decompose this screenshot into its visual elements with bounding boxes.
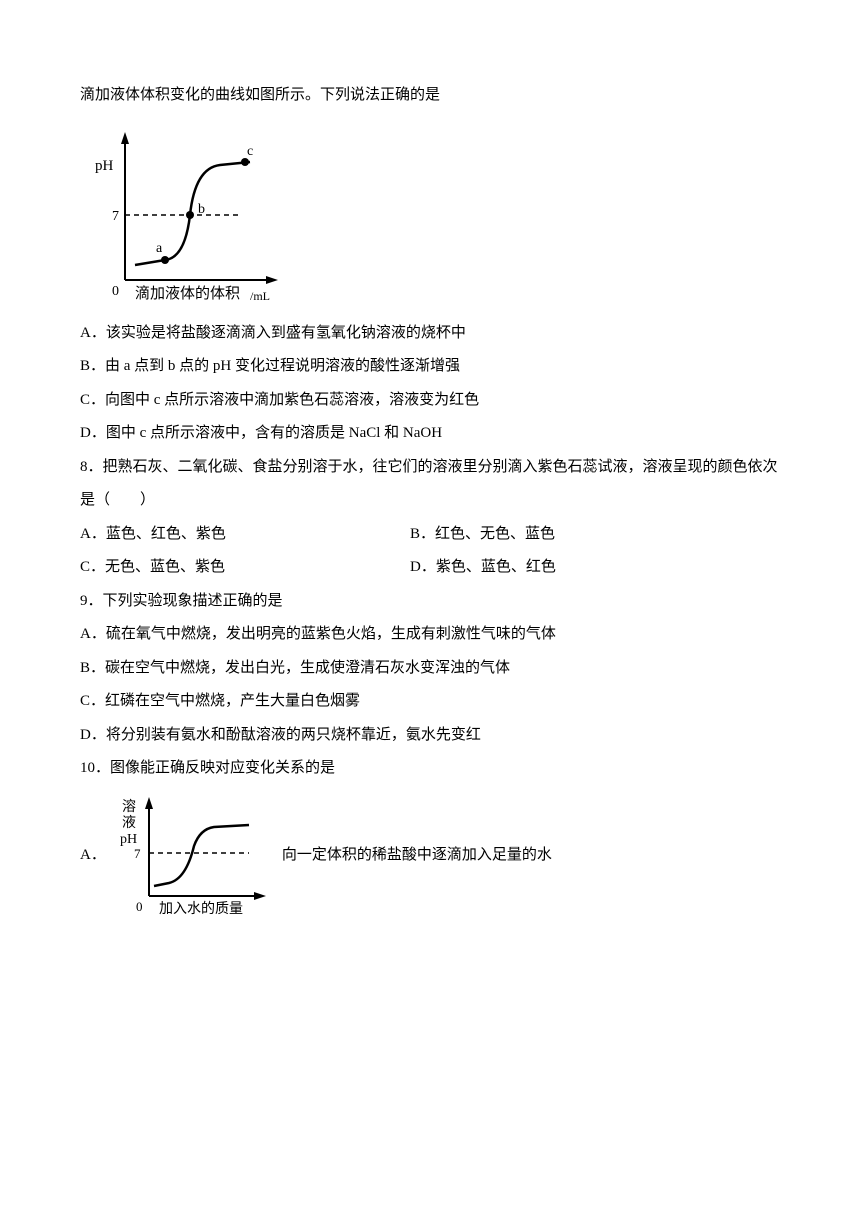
- q9-stem: 9．下列实验现象描述正确的是: [80, 586, 780, 618]
- q7-option-b: B．由 a 点到 b 点的 pH 变化过程说明溶液的酸性逐渐增强: [80, 351, 780, 383]
- q10-stem: 10．图像能正确反映对应变化关系的是: [80, 753, 780, 785]
- g2-ylabel-1: 溶: [122, 799, 136, 815]
- origin-label: 0: [112, 284, 119, 299]
- q7-option-c: C．向图中 c 点所示溶液中滴加紫色石蕊溶液，溶液变为红色: [80, 385, 780, 417]
- g2-origin: 0: [136, 899, 143, 914]
- q9-option-c: C．红磷在空气中燃烧，产生大量白色烟雾: [80, 686, 780, 718]
- q8-stem-1: 8．把熟石灰、二氧化碳、食盐分别溶于水，往它们的溶液里分别滴入紫色石蕊试液，溶液…: [80, 452, 780, 484]
- q7-option-d: D．图中 c 点所示溶液中，含有的溶质是 NaCl 和 NaOH: [80, 418, 780, 450]
- g2-ytick-7: 7: [134, 846, 141, 861]
- q8-option-a: A．蓝色、红色、紫色: [80, 519, 410, 551]
- q9-option-a: A．硫在氧气中燃烧，发出明亮的蓝紫色火焰，生成有刺激性气味的气体: [80, 619, 780, 651]
- q9-option-b: B．碳在空气中燃烧，发出白光，生成使澄清石灰水变浑浊的气体: [80, 653, 780, 685]
- q7-option-a: A．该实验是将盐酸逐滴滴入到盛有氢氧化钠溶液的烧杯中: [80, 318, 780, 350]
- q10-option-a-text: 向一定体积的稀盐酸中逐滴加入足量的水: [282, 840, 552, 872]
- q9-option-d: D．将分别装有氨水和酚酞溶液的两只烧杯靠近，氨水先变红: [80, 720, 780, 752]
- y-axis-label: pH: [95, 158, 114, 174]
- graph-ph-titration: pH 7 a b c 0 滴加液体的体积 /mL: [90, 120, 780, 310]
- q8-stem-2: 是（ ）: [80, 485, 780, 517]
- q10-option-a-prefix: A．: [80, 840, 106, 872]
- x-axis-label: 滴加液体的体积: [135, 284, 240, 302]
- q8-option-c: C．无色、蓝色、紫色: [80, 552, 410, 584]
- point-c: c: [247, 144, 253, 159]
- intro-text: 滴加液体体积变化的曲线如图所示。下列说法正确的是: [80, 80, 780, 112]
- g2-ylabel-3: pH: [120, 832, 137, 847]
- q8-option-d: D．紫色、蓝色、红色: [410, 552, 556, 584]
- graph-ph-dilution: 溶 液 pH 7 0 加入水的质量: [114, 791, 274, 921]
- point-a: a: [156, 241, 163, 256]
- y-tick-7: 7: [112, 209, 119, 224]
- g2-ylabel-2: 液: [122, 815, 136, 831]
- x-axis-unit: /mL: [250, 289, 270, 303]
- q8-option-b: B．红色、无色、蓝色: [410, 519, 555, 551]
- point-b: b: [198, 202, 205, 217]
- g2-xlabel: 加入水的质量: [159, 901, 243, 917]
